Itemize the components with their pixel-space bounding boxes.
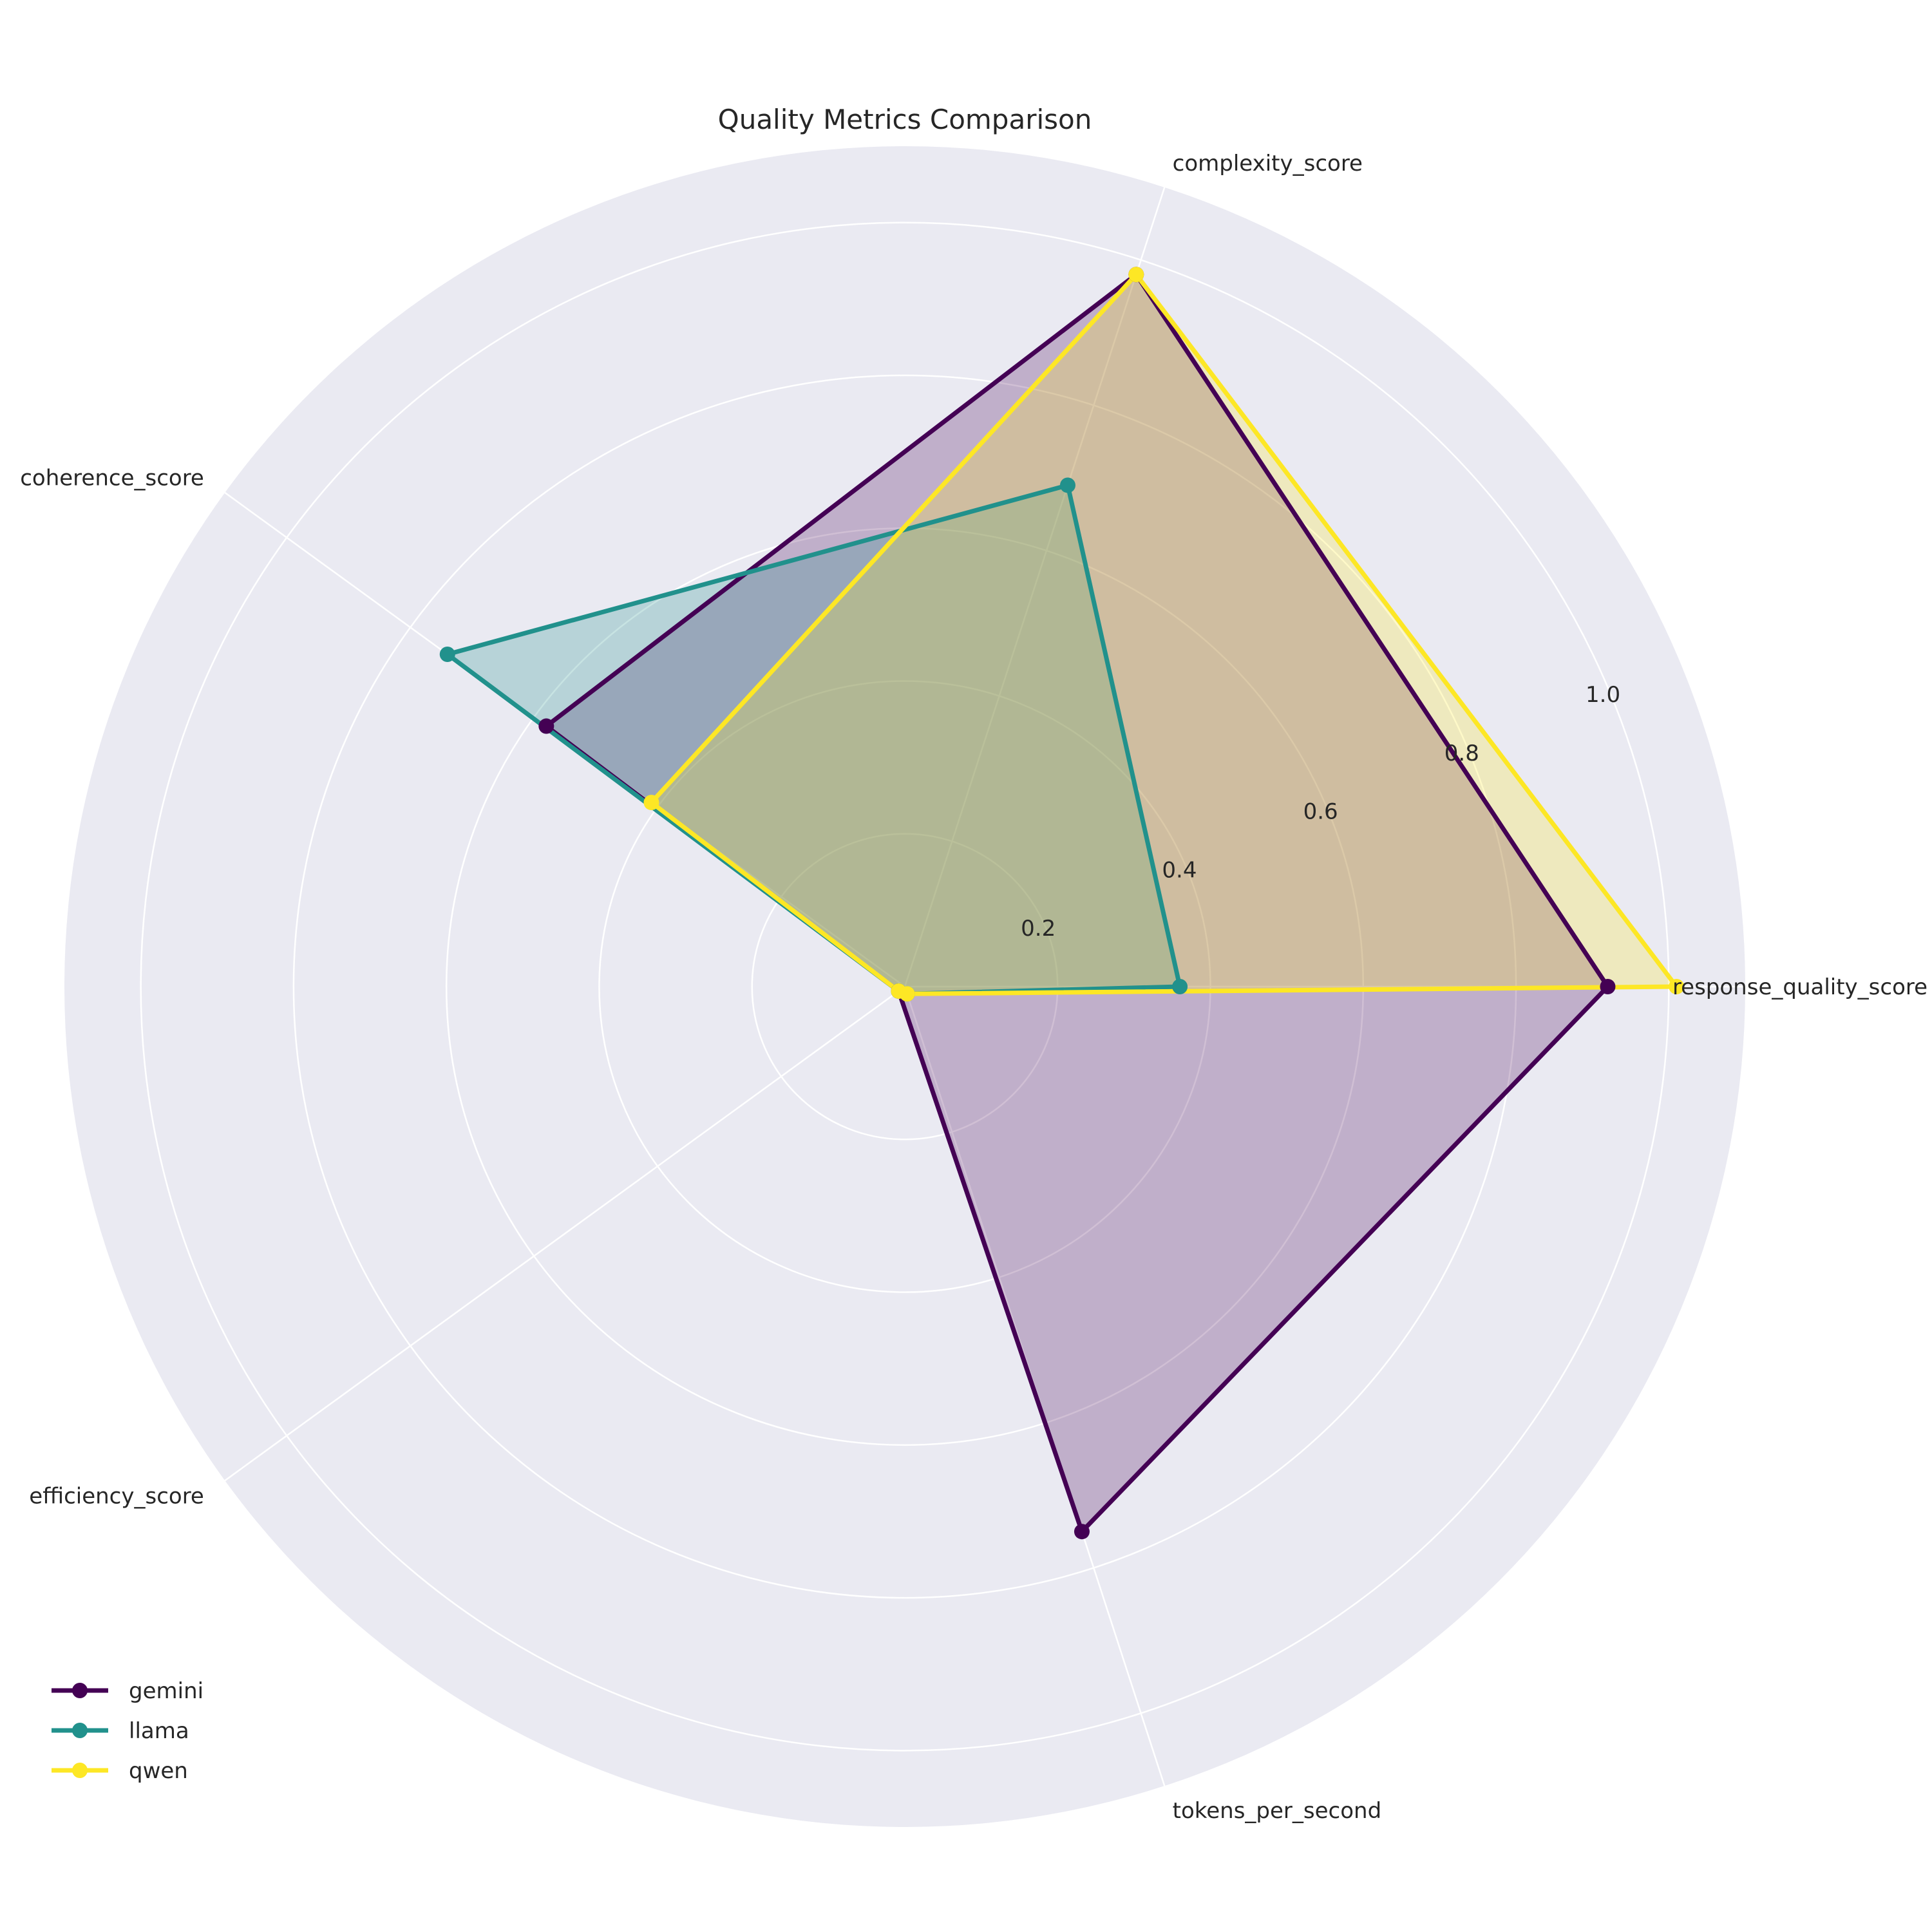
point-gemini-coherence-score [538,718,554,734]
legend-marker-gemini [72,1683,88,1698]
axis-label-coherence-score: coherence_score [20,465,204,491]
axis-label-complexity-score: complexity_score [1173,151,1363,176]
series-point-layer [439,267,1685,1540]
point-llama-response-quality-score [1172,979,1188,994]
angular-gridline [904,187,1166,987]
point-gemini-tokens-per-second [1074,1524,1090,1540]
r-tick-label: 0.2 [1021,916,1056,942]
point-gemini-response-quality-score [1600,979,1616,994]
axis-label-efficiency-score: efficiency_score [29,1484,204,1510]
legend-item-llama: llama [52,1718,189,1744]
point-llama-complexity-score [1059,477,1075,493]
point-qwen-complexity-score [1128,267,1144,283]
point-qwen-tokens-per-second [899,986,915,1002]
legend: gemini llama qwen [52,1678,204,1784]
legend-label-llama: llama [129,1718,189,1744]
r-tick-label: 0.8 [1444,741,1479,766]
series-fill-qwen [651,274,1677,994]
point-llama-coherence-score [439,646,455,662]
legend-item-qwen: qwen [52,1758,188,1784]
label-layer: 0.2 0.4 0.6 0.8 1.0 response_quality_score com… [20,151,1927,1824]
legend-label-qwen: qwen [129,1758,188,1784]
r-tick-label: 0.4 [1162,857,1197,883]
r-tick-label: 0.6 [1303,799,1338,825]
point-qwen-response-quality-score [1669,979,1685,994]
legend-marker-qwen [72,1763,88,1778]
chart-title: Quality Metrics Comparison [718,104,1092,135]
series-line-layer [445,272,1679,1534]
legend-marker-llama [72,1723,88,1738]
legend-item-gemini: gemini [52,1678,204,1704]
legend-label-gemini: gemini [129,1678,204,1704]
series-line-qwen [649,272,1679,996]
series-fill-llama [447,485,1180,994]
point-qwen-coherence-score [643,795,659,811]
axis-label-tokens-per-second: tokens_per_second [1173,1798,1382,1824]
angular-gridline [224,985,905,1482]
r-tick-label: 1.0 [1586,682,1620,708]
axis-label-response-quality-score: response_quality_score [1672,974,1927,1000]
